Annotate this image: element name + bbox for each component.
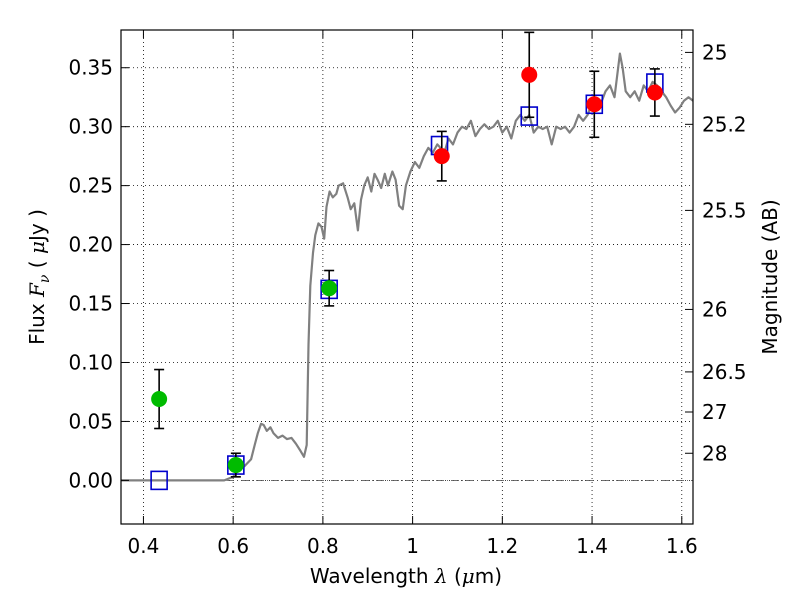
right-tick-label: 25.2 [702,112,747,136]
right-tick-label: 26.5 [702,360,747,384]
right-tick-label: 25.5 [702,198,747,222]
y-tick-label: 0.05 [68,409,113,433]
model-spectrum [121,52,694,482]
y-tick-label: 0.15 [68,292,113,316]
y-tick-label: 0.10 [68,350,113,374]
x-tick-label: 1.4 [576,534,608,558]
y-tick-label: 0.25 [68,174,113,198]
y-axis-label: Flux Fν ( μJy ) [25,209,53,345]
right-axis-label: Magnitude (AB) [758,199,782,354]
data-point [521,66,538,83]
axis-ticks [121,30,693,524]
y-tick-label: 0.00 [68,468,113,492]
x-tick-label: 1.6 [666,534,698,558]
data-point [586,96,603,113]
spectrum-line [121,52,694,482]
right-tick-label: 27 [702,400,727,424]
tick-labels: 0.4 0.6 0.8 1 1.2 1.4 1.6 0.00 0.05 0.10 0.15 0.20 0… [68,40,746,558]
y-tick-label: 0.30 [68,115,113,139]
x-axis-label: Wavelength λ (μm) [310,564,502,588]
x-tick-label: 1 [406,534,419,558]
plot-frame [120,29,694,525]
model-square-marker [150,470,168,491]
y-tick-label: 0.35 [68,56,113,80]
data-point [151,391,168,408]
x-tick-label: 0.8 [307,534,339,558]
x-tick-label: 0.4 [128,534,160,558]
x-tick-label: 1.2 [486,534,518,558]
right-tick-label: 26 [702,297,727,321]
x-tick-label: 0.6 [217,534,249,558]
data-point [433,148,450,165]
observed-photometry-points [151,66,663,474]
data-point [646,84,663,101]
data-point [227,457,244,474]
data-point [321,280,338,297]
right-tick-label: 28 [702,441,727,465]
right-tick-label: 25 [702,40,727,64]
y-tick-label: 0.20 [68,233,113,257]
